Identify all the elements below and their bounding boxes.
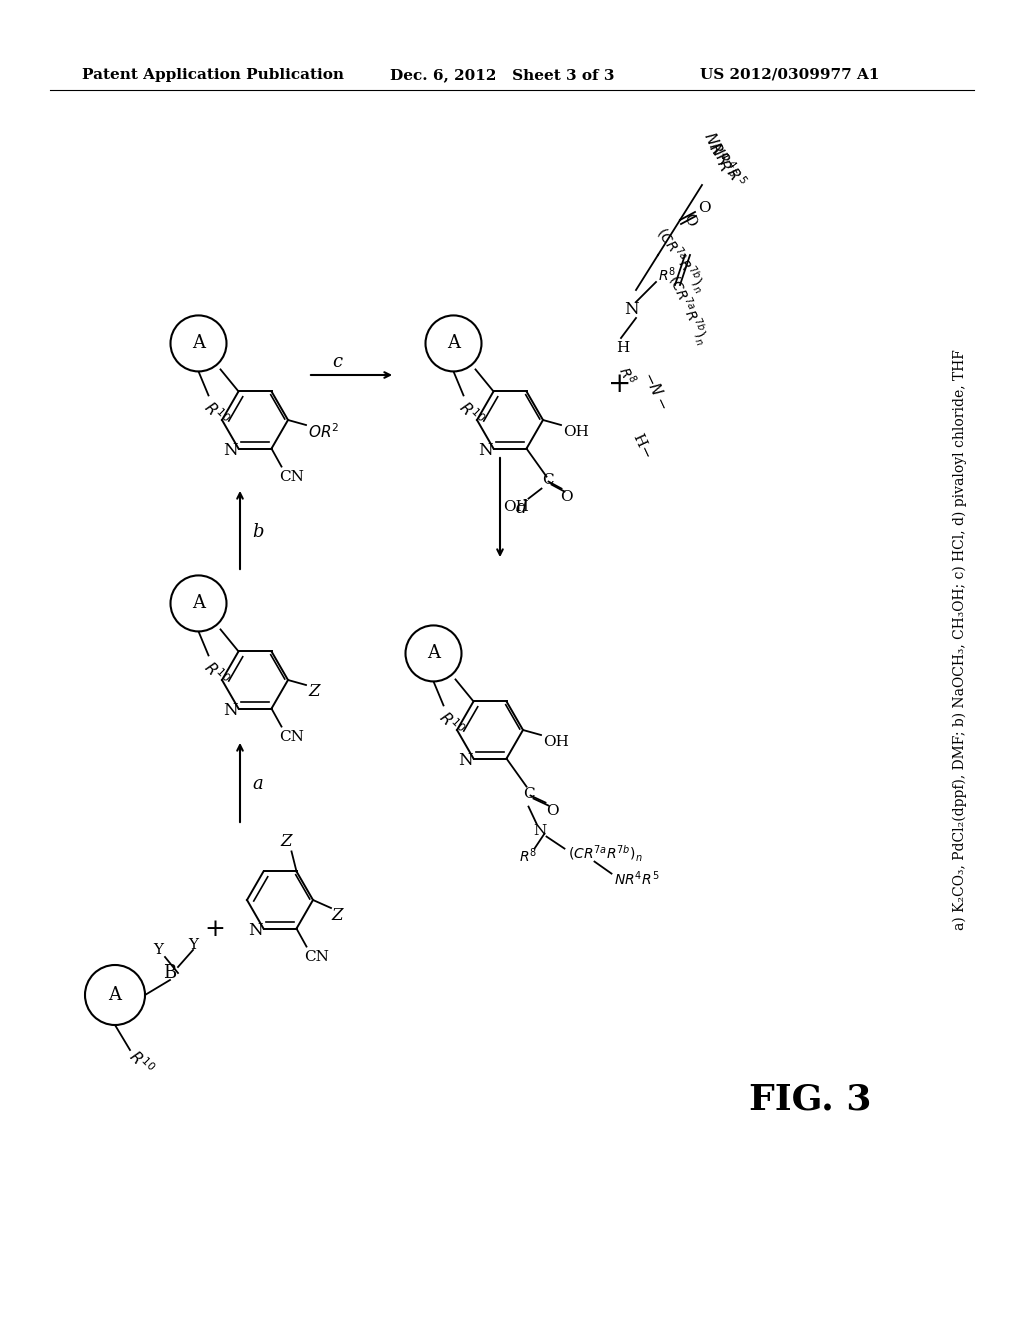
Text: O: O [698,201,711,215]
Text: Y: Y [153,942,163,957]
Text: OH: OH [563,425,589,440]
Text: N: N [532,824,546,838]
Text: $NR^4R^5$: $NR^4R^5$ [700,128,738,182]
Text: H$-$: H$-$ [630,430,654,461]
Circle shape [171,315,226,371]
Circle shape [171,576,226,631]
Text: A: A [447,334,460,352]
Text: N: N [458,752,473,770]
Text: O: O [680,211,698,228]
Circle shape [426,315,481,371]
Text: B: B [164,964,176,982]
Text: +: + [608,371,632,399]
Text: N: N [223,702,238,719]
Text: $R^{10}$: $R^{10}$ [456,397,487,429]
Text: Z: Z [281,833,292,850]
Text: O: O [546,804,559,817]
Text: O: O [560,490,572,503]
Text: b: b [252,523,263,541]
Text: A: A [193,594,205,612]
Text: FIG. 3: FIG. 3 [749,1082,871,1117]
Text: $(CR^{7a}R^{7b})_n$: $(CR^{7a}R^{7b})_n$ [663,272,713,348]
Text: $-N-$: $-N-$ [640,368,672,412]
Text: N: N [624,301,638,318]
Text: $OR^2$: $OR^2$ [308,422,339,441]
Circle shape [406,626,462,681]
Text: A: A [109,986,122,1005]
Text: $R^{10}$: $R^{10}$ [435,708,468,739]
Text: +: + [205,919,225,941]
Text: N: N [478,442,493,459]
Text: $R^{10}$: $R^{10}$ [201,397,232,429]
Text: A: A [193,334,205,352]
Text: a: a [252,775,263,793]
Text: Y: Y [188,939,198,952]
Text: Z: Z [308,684,319,701]
Text: C: C [542,473,553,487]
Text: $R^8$: $R^8$ [615,363,640,387]
Text: US 2012/0309977 A1: US 2012/0309977 A1 [700,69,880,82]
Text: OH: OH [543,735,569,748]
Text: OH: OH [504,499,529,513]
Text: H: H [616,341,630,355]
Text: $R^{10}$: $R^{10}$ [201,657,232,689]
Text: N: N [248,923,263,939]
Text: C: C [522,787,535,800]
Text: $R^8$: $R^8$ [658,265,676,284]
Text: Dec. 6, 2012   Sheet 3 of 3: Dec. 6, 2012 Sheet 3 of 3 [390,69,614,82]
Text: $NR^4R^5$: $NR^4R^5$ [705,139,749,191]
Text: $R^{10}$: $R^{10}$ [125,1047,157,1078]
Text: $(CR^{7a}R^{7b})_n$: $(CR^{7a}R^{7b})_n$ [568,843,643,863]
Text: A: A [427,644,440,663]
Text: N: N [223,442,238,459]
Text: a) K₂CO₃, PdCl₂(dppf), DMF; b) NaOCH₃, CH₃OH; c) HCl, d) pivaloyl chloride, THF: a) K₂CO₃, PdCl₂(dppf), DMF; b) NaOCH₃, C… [952,350,968,931]
Text: c: c [332,352,342,371]
Circle shape [85,965,145,1026]
Text: CN: CN [280,470,304,483]
Text: Patent Application Publication: Patent Application Publication [82,69,344,82]
Text: $R^8$: $R^8$ [519,846,538,865]
Text: CN: CN [280,730,304,743]
Text: d: d [516,499,527,517]
Text: CN: CN [304,949,330,964]
Text: Z: Z [331,908,342,924]
Text: $(CR^{7a}R^{7b})_n$: $(CR^{7a}R^{7b})_n$ [651,223,711,297]
Text: $NR^4R^5$: $NR^4R^5$ [614,870,660,888]
